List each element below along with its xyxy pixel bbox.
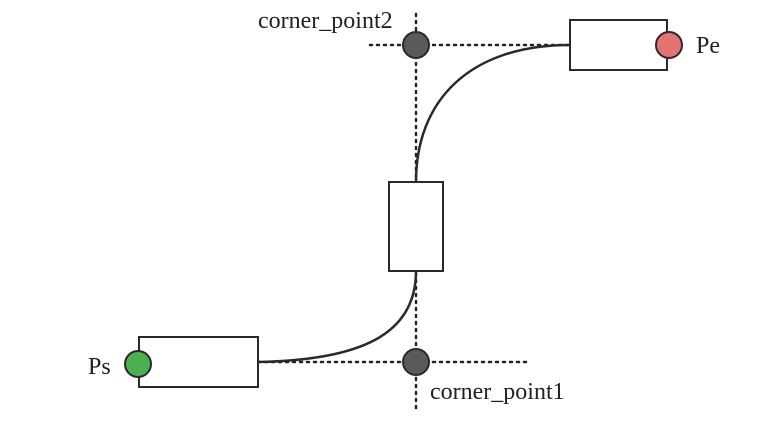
corner-point-1-label: corner_point1 [430,379,565,405]
start-box [138,336,259,388]
corner-point-2-label: corner_point2 [258,8,393,34]
start-point [124,350,152,378]
corner-point-2 [402,31,430,59]
corner-point-1 [402,348,430,376]
middle-box [388,181,444,272]
connector-curve-lower [257,270,418,364]
end-box [569,19,668,71]
connector-curve-upper [414,43,571,183]
start-point-label: Ps [88,354,111,380]
end-point [655,31,683,59]
end-point-label: Pe [696,33,720,59]
